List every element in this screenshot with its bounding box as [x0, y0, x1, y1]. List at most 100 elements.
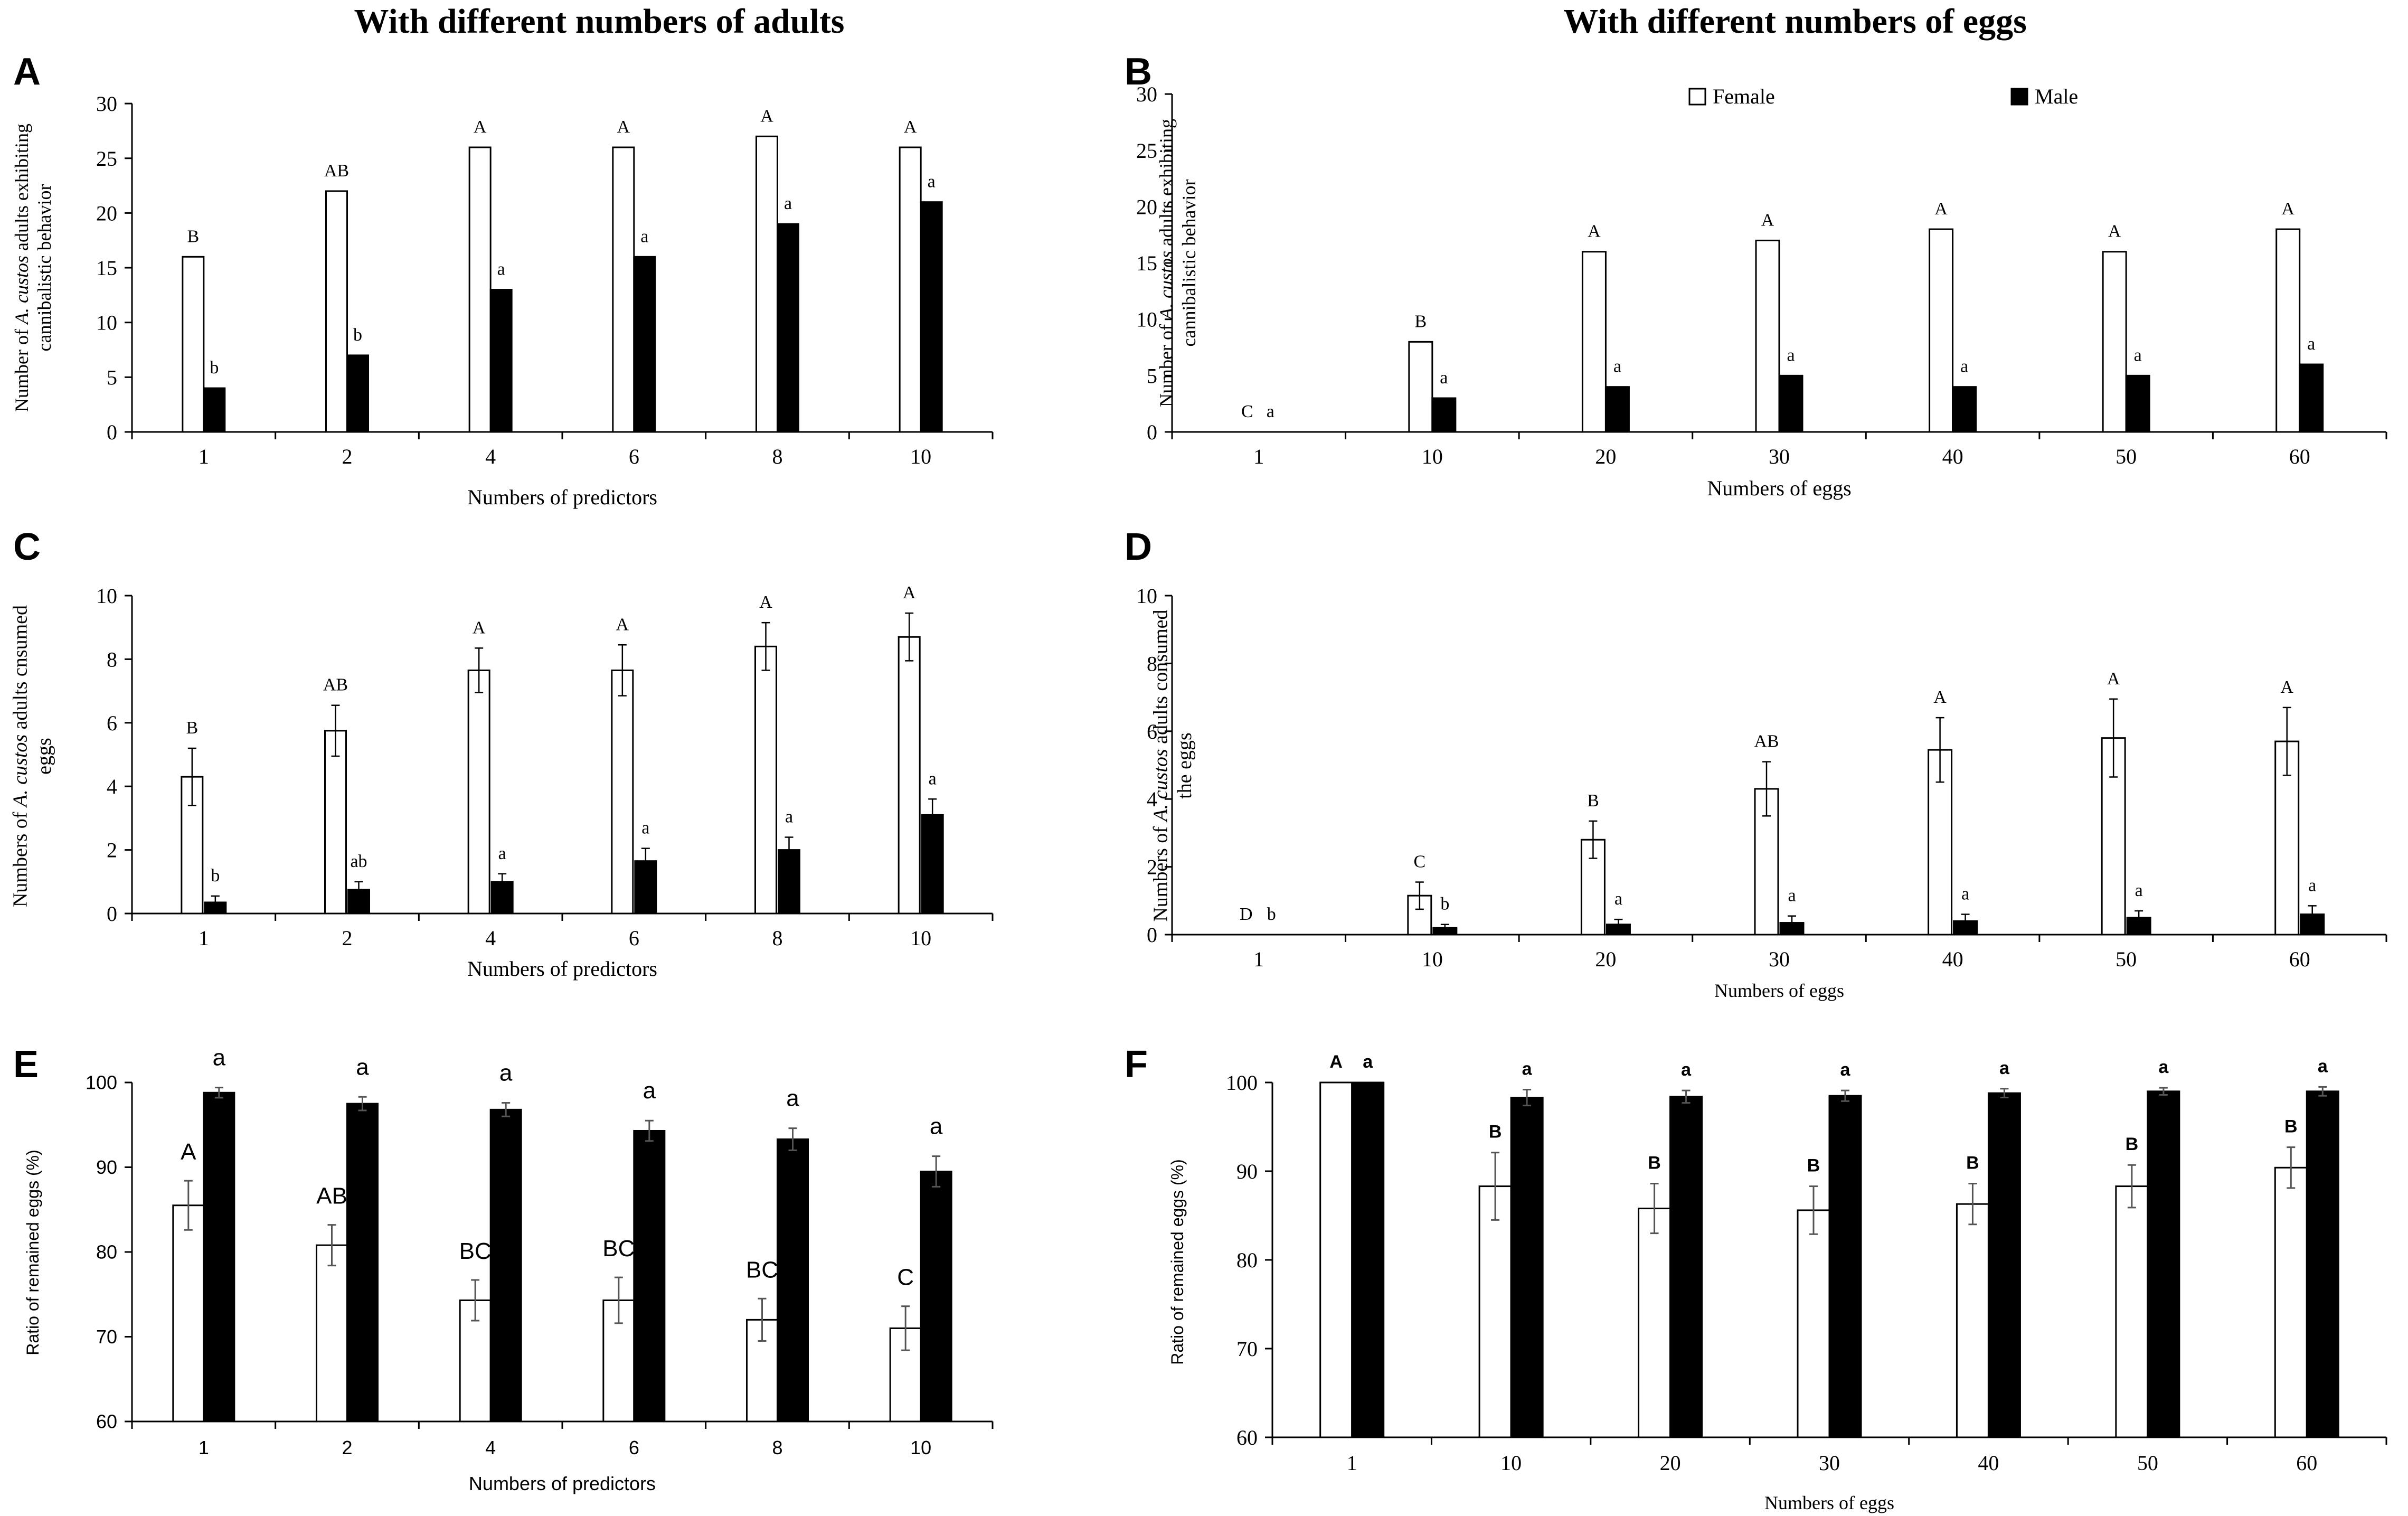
legend: Female Male — [1688, 84, 2078, 108]
x-tick-label: 30 — [1819, 1451, 1840, 1475]
panel-letter-f: F — [1125, 1043, 1148, 1086]
bar-female — [1929, 228, 1954, 433]
significance-label-male: a — [2134, 345, 2142, 365]
x-axis-label: Numbers of predictors — [467, 957, 657, 981]
significance-label-female: D — [1240, 905, 1253, 924]
bar-male — [777, 1138, 809, 1423]
significance-label-female: B — [1966, 1153, 1979, 1173]
bar-male — [1828, 1095, 1862, 1438]
y-tick-label: 90 — [1236, 1160, 1258, 1183]
significance-label-female: B — [187, 227, 199, 246]
y-axis-label-line: Ratio of remained eggs (%) — [1168, 1159, 1187, 1365]
left-column-title: With different numbers of adults — [354, 2, 845, 41]
bar-male — [489, 1108, 522, 1423]
bar-male — [1669, 1096, 1703, 1438]
panel-letter-b: B — [1125, 51, 1152, 93]
x-tick-label: 6 — [629, 1437, 639, 1458]
y-tick-label: 15 — [1136, 251, 1157, 275]
bar-male — [1778, 374, 1803, 433]
bar-male — [1604, 386, 1630, 433]
bar-female — [2102, 251, 2127, 433]
bar-male — [2125, 374, 2150, 433]
panel-a: A 0 5 10 15 20 25 30 1 2 4 6 8 10 Bb AB b Aa Aa Aa Aa Numbers… — [11, 51, 994, 509]
bar-male — [1987, 1092, 2021, 1438]
significance-label-female: B — [186, 718, 198, 738]
x-tick-label: 10 — [1500, 1451, 1522, 1475]
significance-label-female: A — [759, 592, 772, 612]
bar-male — [777, 223, 799, 433]
y-axis-label-line: Ratio of remained eggs (%) — [23, 1150, 42, 1355]
right-column-title: With different numbers of eggs — [1563, 2, 2027, 41]
bar-male — [1351, 1081, 1385, 1438]
x-tick-label: 4 — [485, 926, 496, 950]
y-axis-label: Ratio of remained eggs (%) — [1168, 1159, 1187, 1365]
y-tick-label: 20 — [96, 201, 117, 225]
significance-label-male: b — [1440, 894, 1449, 914]
x-tick-label: 1 — [1253, 445, 1264, 468]
significance-label-male: b — [211, 866, 220, 886]
significance-label-female: BC — [746, 1257, 778, 1283]
y-axis-label-line: cannibalistic behavior — [1178, 180, 1200, 347]
x-tick-label: 2 — [342, 926, 353, 950]
y-axis-label: Numbers of A. custos adults consumedthe … — [1150, 609, 1196, 921]
bar-male — [203, 1091, 235, 1423]
bar-female — [1638, 1208, 1672, 1438]
y-tick-label: 10 — [1136, 584, 1157, 608]
y-tick-label: 0 — [107, 420, 117, 444]
significance-label-male: a — [786, 1086, 799, 1112]
y-tick-label: 0 — [1147, 420, 1157, 444]
x-axis-label: Numbers of eggs — [1707, 476, 1851, 500]
bar-female — [612, 146, 635, 433]
y-tick-label: 5 — [1147, 364, 1157, 388]
significance-label-female: A — [474, 117, 487, 137]
panel-letter-e: E — [13, 1043, 39, 1086]
y-axis-label-line: Number of A. custos adults exhibiting — [1156, 119, 1177, 407]
significance-label-female: C — [1241, 402, 1253, 421]
y-tick-label: 6 — [107, 711, 117, 735]
significance-label-male: a — [1999, 1058, 2010, 1078]
significance-label-male: ab — [350, 852, 367, 871]
significance-label-male: a — [2158, 1057, 2169, 1077]
bar-male — [1510, 1097, 1544, 1438]
legend-swatch-male — [2010, 88, 2028, 106]
x-tick-label: 60 — [2289, 445, 2310, 468]
x-tick-label: 20 — [1595, 947, 1616, 971]
y-tick-label: 90 — [96, 1156, 117, 1178]
significance-label-female: A — [2280, 677, 2293, 697]
legend-label-female: Female — [1713, 84, 1775, 108]
bar-female — [611, 669, 634, 915]
significance-label-male: b — [1267, 905, 1276, 924]
x-axis-label: Numbers of eggs — [1714, 980, 1844, 1001]
bar-female — [324, 730, 347, 915]
significance-label-male: a — [213, 1045, 226, 1071]
significance-label-male: a — [497, 260, 505, 279]
significance-label-female: AB — [324, 161, 349, 181]
significance-label-female: A — [1761, 210, 1774, 230]
significance-label-male: a — [1681, 1060, 1692, 1080]
bar-male — [633, 1129, 666, 1423]
y-tick-label: 30 — [96, 92, 117, 116]
y-axis-label-line: cannibalistic behavior — [34, 184, 55, 352]
bar-female — [1407, 894, 1432, 936]
x-tick-label: 4 — [485, 445, 496, 468]
y-tick-label: 4 — [107, 775, 117, 798]
significance-label-female: A — [903, 583, 916, 602]
significance-label-female: A — [1329, 1052, 1343, 1072]
x-tick-label: 6 — [629, 445, 639, 468]
significance-label-female: A — [181, 1139, 196, 1165]
x-tick-label: 30 — [1769, 947, 1790, 971]
significance-label-female: A — [2107, 669, 2120, 689]
y-tick-label: 25 — [96, 147, 117, 171]
significance-label-male: b — [210, 358, 219, 378]
y-axis-label-line: Numbers of A. custos adults consumed — [1150, 609, 1172, 921]
significance-label-male: a — [499, 1060, 513, 1086]
y-axis-label-line: the eggs — [1174, 732, 1196, 799]
significance-label-female: A — [1933, 688, 1947, 707]
x-tick-label: 1 — [199, 445, 209, 468]
significance-label-male: a — [929, 769, 937, 788]
significance-label-female: A — [760, 106, 773, 126]
x-tick-label: 10 — [910, 445, 931, 468]
